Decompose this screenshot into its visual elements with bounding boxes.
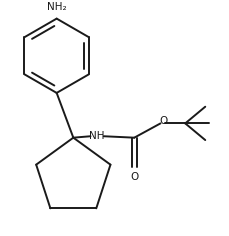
Text: NH: NH — [89, 131, 104, 141]
Text: NH₂: NH₂ — [47, 2, 66, 13]
Text: O: O — [130, 172, 138, 182]
Text: O: O — [158, 117, 167, 126]
